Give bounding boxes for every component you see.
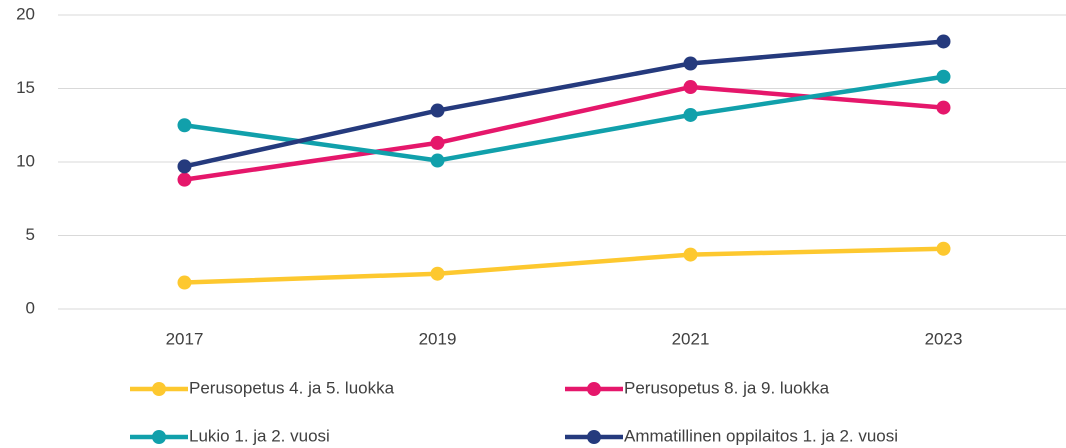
point bbox=[683, 80, 698, 95]
point bbox=[683, 247, 698, 262]
point bbox=[936, 69, 951, 84]
y-tick-label: 10 bbox=[16, 151, 35, 170]
y-tick-label: 20 bbox=[16, 4, 35, 23]
x-tick-label: 2017 bbox=[166, 329, 204, 348]
y-tick-label: 5 bbox=[26, 225, 35, 244]
x-tick-label: 2021 bbox=[672, 329, 710, 348]
series-line bbox=[184, 39, 944, 169]
legend-marker bbox=[587, 382, 601, 396]
legend-marker bbox=[152, 430, 166, 444]
legend-label: Perusopetus 4. ja 5. luokka bbox=[189, 378, 395, 397]
legend-marker bbox=[152, 382, 166, 396]
point bbox=[177, 275, 192, 290]
point bbox=[936, 241, 951, 256]
series-line bbox=[184, 84, 944, 182]
legend-label: Ammatillinen oppilaitos 1. ja 2. vuosi bbox=[624, 426, 898, 445]
point bbox=[936, 34, 951, 49]
point bbox=[177, 159, 192, 174]
point bbox=[430, 135, 445, 150]
point bbox=[430, 153, 445, 168]
series-line bbox=[184, 246, 944, 285]
y-tick-label: 15 bbox=[16, 78, 35, 97]
x-tick-label: 2019 bbox=[419, 329, 457, 348]
point bbox=[683, 56, 698, 71]
point bbox=[177, 118, 192, 133]
series-line bbox=[184, 74, 944, 163]
legend-label: Lukio 1. ja 2. vuosi bbox=[189, 426, 330, 445]
legend-marker bbox=[587, 430, 601, 444]
point bbox=[430, 103, 445, 118]
point bbox=[430, 266, 445, 281]
point bbox=[683, 107, 698, 122]
y-tick-label: 0 bbox=[26, 298, 35, 317]
x-tick-label: 2023 bbox=[925, 329, 963, 348]
point bbox=[177, 172, 192, 187]
legend-label: Perusopetus 8. ja 9. luokka bbox=[624, 378, 830, 397]
point bbox=[936, 100, 951, 115]
